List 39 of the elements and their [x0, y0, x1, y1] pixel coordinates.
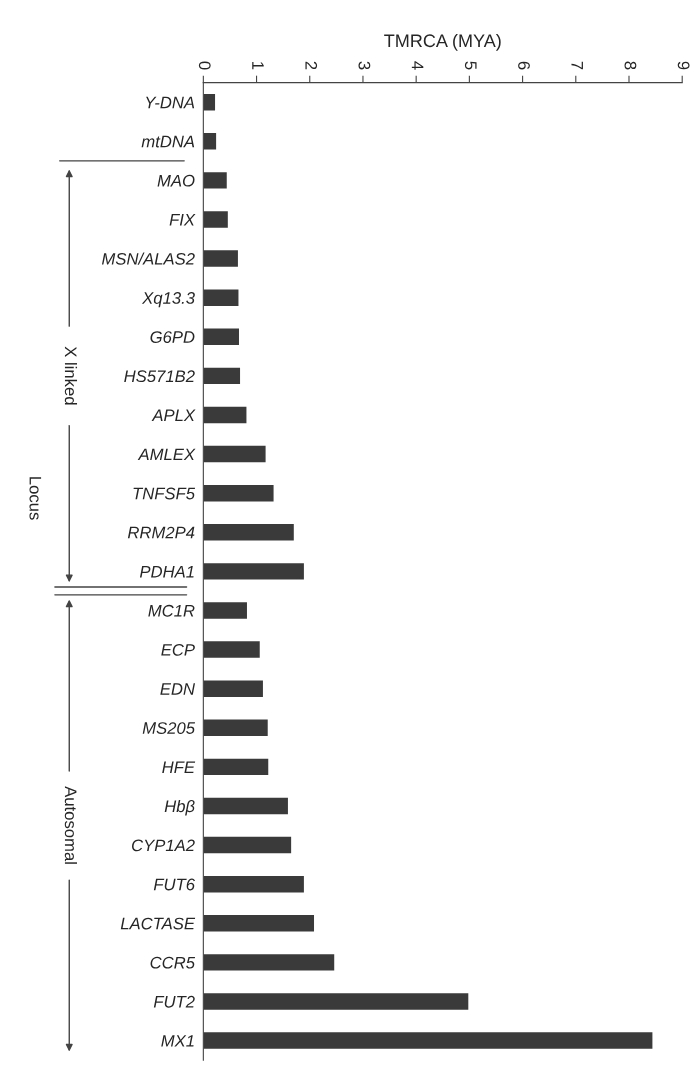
y-tick-label: AMLEX: [137, 448, 196, 461]
y-tick-label: MSN/ALAS2: [101, 252, 195, 265]
y-tick-label: MS205: [142, 722, 196, 734]
y-tick-label: EDN: [160, 683, 196, 695]
y-tick-label: Hbβ: [164, 799, 195, 816]
y-tick-label: mtDNA: [141, 135, 195, 148]
x-tick-label: 8: [624, 61, 637, 70]
y-tick-label: HFE: [162, 761, 196, 773]
y-tick-label: FUT2: [153, 995, 195, 1008]
y-tick-label: TNFSF5: [133, 487, 196, 500]
y-tick-label: LACTASE: [120, 917, 196, 930]
x-tick-label: 2: [305, 61, 318, 70]
y-tick-label: MC1R: [148, 604, 195, 617]
x-axis-title: TMRCA (MYA): [384, 33, 501, 51]
y-tick-label: Xq13.3: [141, 292, 195, 308]
y-tick-label: G6PD: [150, 331, 195, 343]
y-tick-label: ECP: [161, 643, 195, 656]
x-tick-label: 3: [358, 61, 371, 70]
x-tick-label: 9: [677, 61, 690, 70]
y-axis-title: Locus: [29, 477, 42, 520]
y-tick-label: PDHA1: [139, 565, 194, 578]
y-tick-label: RRM2P4: [127, 526, 195, 539]
y-tick-label: MAO: [157, 174, 195, 187]
text: Autosomal: [64, 786, 78, 864]
y-tick-label: MX1: [161, 1035, 194, 1047]
text: X linked: [64, 346, 78, 405]
y-tick-label: APLX: [151, 409, 196, 422]
x-tick-label: 0: [198, 61, 211, 70]
y-tick-label: FIX: [169, 214, 196, 226]
y-tick-label: Y-DNA: [146, 96, 195, 109]
y-tick-label: CYP1A2: [132, 839, 195, 852]
x-tick-label: 5: [464, 61, 477, 70]
y-tick-label: HS571B2: [124, 370, 195, 383]
y-tick-label: CCR5: [150, 956, 196, 969]
y-tick-label: FUT6: [153, 878, 196, 891]
x-tick-label: 1: [252, 62, 264, 70]
x-tick-label: 6: [518, 61, 530, 70]
x-tick-label: 4: [411, 61, 424, 70]
x-tick-label: 7: [571, 61, 583, 70]
